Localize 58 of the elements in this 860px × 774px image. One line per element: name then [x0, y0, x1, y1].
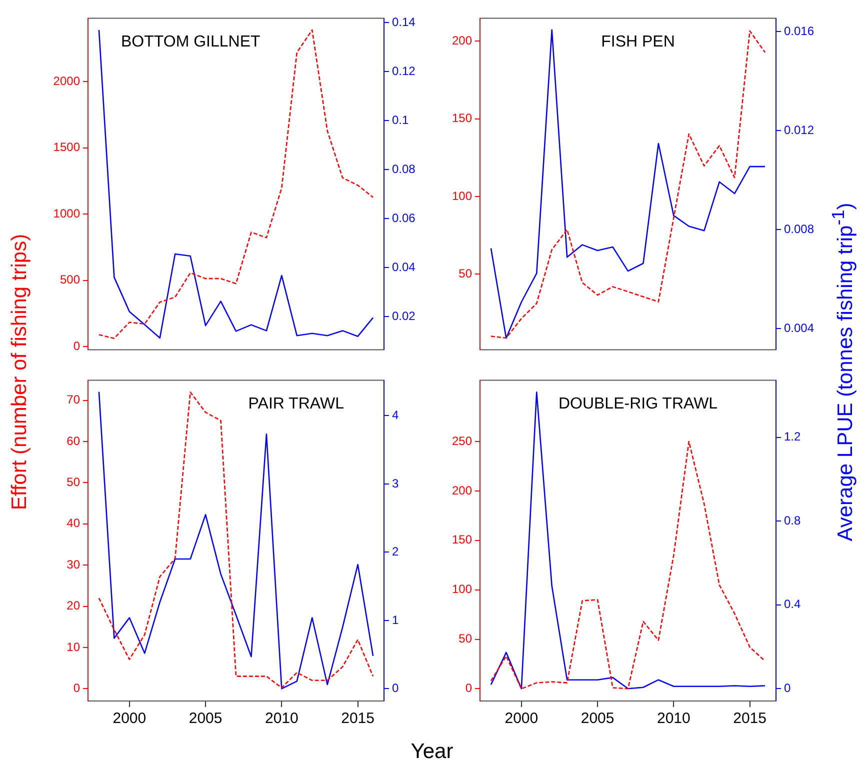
- y2-tick-label: 1.2: [784, 430, 802, 444]
- y2-tick-label: 0.12: [392, 64, 416, 78]
- y-axis-title: Effort (number of fishing trips): [8, 234, 32, 510]
- y-tick-label: 0: [73, 680, 80, 695]
- y-tick-label: 1500: [53, 140, 80, 154]
- y2-tick-label: 0.004: [784, 321, 814, 336]
- y-tick-label: 50: [458, 632, 472, 646]
- y2-tick-label: 0.012: [784, 122, 814, 137]
- y-tick-label: 50: [66, 475, 80, 490]
- y2-tick-label: 1: [392, 612, 399, 627]
- y-tick-label: 1000: [53, 206, 80, 220]
- y2-tick-label: 0.4: [784, 597, 802, 612]
- y-tick-label: 0: [73, 338, 80, 353]
- x-tick-label: 2005: [580, 710, 614, 728]
- y2-tick-label: 0.14: [392, 14, 416, 29]
- x-tick-label: 2005: [188, 710, 222, 728]
- y-tick-label: 10: [66, 640, 80, 654]
- y-tick-label: 200: [452, 33, 472, 48]
- y-tick-label: 2000: [53, 74, 80, 88]
- x-tick-label: 2015: [733, 710, 766, 728]
- y-tick-label: 40: [66, 516, 80, 530]
- y-tick-label: 250: [452, 434, 472, 448]
- y-tick-label: 100: [452, 582, 472, 596]
- y2-tick-label: 0: [392, 681, 399, 696]
- y2-tick-label: 0: [784, 680, 791, 695]
- x-axis-title: Year: [410, 740, 454, 764]
- y-tick-label: 70: [66, 392, 80, 407]
- y2-tick-label: 0.04: [392, 260, 416, 274]
- x-tick-label: 2000: [112, 710, 146, 728]
- y-tick-label: 50: [458, 266, 472, 281]
- y2-tick-label: 0.1: [392, 112, 410, 127]
- y2-tick-label: 3: [392, 476, 399, 490]
- y-tick-label: 0: [465, 681, 472, 696]
- y-tick-label: 30: [66, 557, 80, 572]
- line-series: [490, 440, 766, 690]
- y2-tick-label: 0.016: [784, 24, 814, 38]
- text: PAIR TRAWL: [248, 396, 344, 413]
- x-tick-label: 2015: [341, 710, 374, 728]
- y2-tick-label: 2: [392, 544, 399, 559]
- y-tick-label: 60: [66, 434, 80, 448]
- y-tick-label: 150: [452, 532, 472, 547]
- y2-tick-label: 0.06: [392, 210, 416, 225]
- y2-tick-label: 0.008: [784, 222, 814, 236]
- y-tick-label: 200: [452, 483, 472, 498]
- y-tick-label: 20: [66, 598, 80, 613]
- y2-tick-label: 0.02: [392, 308, 416, 323]
- y-tick-label: 500: [60, 272, 80, 287]
- text: DOUBLE-RIG TRAWL: [558, 396, 718, 413]
- text: FISH PEN: [601, 34, 675, 51]
- y2-tick-label: 0.8: [784, 513, 802, 528]
- y-tick-label: 100: [452, 188, 472, 203]
- x-tick-label: 2000: [504, 710, 538, 728]
- y2-tick-label: 0.08: [392, 162, 416, 176]
- x-tick-label: 2010: [264, 710, 298, 728]
- y2-tick-label: 4: [392, 408, 399, 422]
- y-tick-label: 150: [452, 111, 472, 126]
- text: BOTTOM GILLNET: [121, 34, 261, 51]
- x-tick-label: 2010: [656, 710, 690, 728]
